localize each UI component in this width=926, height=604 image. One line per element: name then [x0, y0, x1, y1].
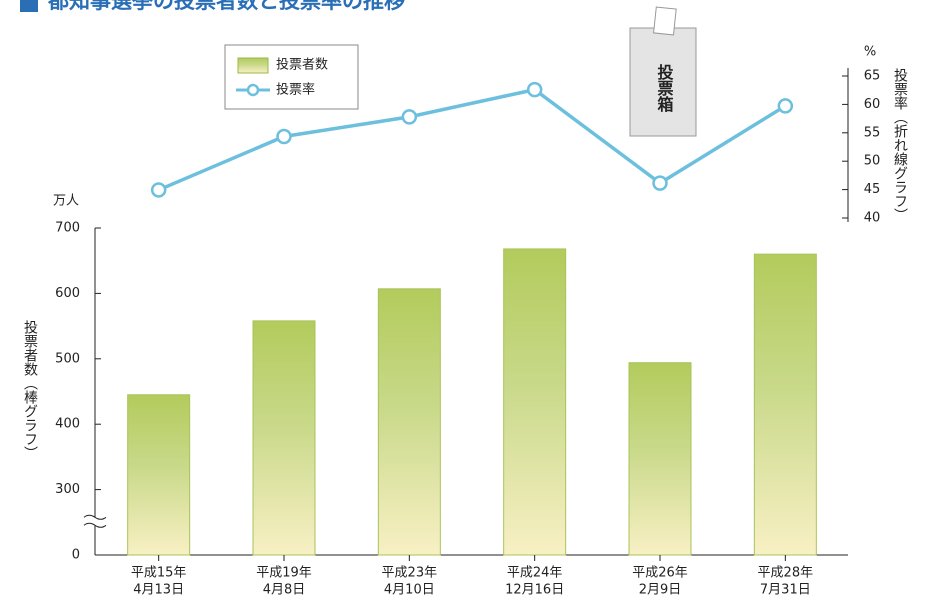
marker	[528, 83, 541, 96]
bar	[629, 363, 691, 555]
x-tick-label: 平成19年	[256, 566, 312, 581]
marker	[654, 177, 667, 190]
y-tick-label: 400	[55, 417, 80, 432]
x-tick-label: 4月10日	[384, 583, 435, 598]
y-tick-label: 0	[72, 548, 80, 563]
y-tick-label: 500	[55, 351, 80, 366]
x-tick-label: 平成28年	[758, 566, 814, 581]
bar	[128, 395, 190, 555]
chart: 都知事選挙の投票者数と投票率の推移 万人 % 投票者数（棒グラフ） 投票率（折れ…	[0, 0, 926, 604]
ballot-box: 投票箱	[630, 7, 696, 136]
y2-tick-label: 55	[864, 125, 881, 140]
x-tick-label: 平成24年	[507, 566, 563, 581]
bar	[253, 321, 315, 555]
y-tick-label: 300	[55, 482, 80, 497]
legend-swatch-marker	[248, 85, 258, 95]
x-tick-label: 12月16日	[505, 583, 564, 598]
y2-unit: %	[864, 45, 876, 60]
legend-label: 投票者数	[276, 57, 328, 73]
chart-title: 都知事選挙の投票者数と投票率の推移	[47, 0, 405, 13]
marker	[403, 110, 416, 123]
x-tick-label: 2月9日	[639, 583, 682, 598]
page: 都知事選挙の投票者数と投票率の推移 万人 % 投票者数（棒グラフ） 投票率（折れ…	[0, 0, 926, 604]
x-tick-label: 7月31日	[760, 583, 811, 598]
ballot-box-label: 投票箱	[655, 63, 674, 113]
x-tick-label: 平成23年	[382, 566, 438, 581]
marker	[278, 130, 291, 143]
legend	[225, 45, 358, 109]
y-label: 投票者数（棒グラフ）	[22, 320, 38, 460]
y2-tick-label: 60	[864, 97, 881, 112]
bar	[754, 254, 816, 555]
y2-tick-label: 45	[864, 182, 881, 197]
y2-tick-label: 65	[864, 69, 881, 84]
y2-label: 投票率（折れ線グラフ）	[892, 68, 908, 222]
x-tick-label: 平成15年	[131, 566, 187, 581]
y2-tick-label: 40	[864, 211, 881, 226]
legend-swatch-bar	[238, 58, 268, 73]
bar	[504, 249, 566, 555]
y-unit: 万人	[53, 194, 79, 209]
legend-label: 投票率	[276, 82, 315, 98]
y2-tick-label: 50	[864, 154, 881, 169]
y-tick-label: 700	[55, 221, 80, 236]
x-tick-label: 4月8日	[263, 583, 306, 598]
bar	[378, 289, 440, 555]
y-tick-label: 600	[55, 286, 80, 301]
x-tick-label: 4月13日	[133, 583, 184, 598]
x-tick-label: 平成26年	[632, 566, 688, 581]
title-icon	[20, 0, 38, 12]
axis-break-gap	[86, 517, 104, 525]
marker	[779, 99, 792, 112]
marker	[152, 183, 165, 196]
